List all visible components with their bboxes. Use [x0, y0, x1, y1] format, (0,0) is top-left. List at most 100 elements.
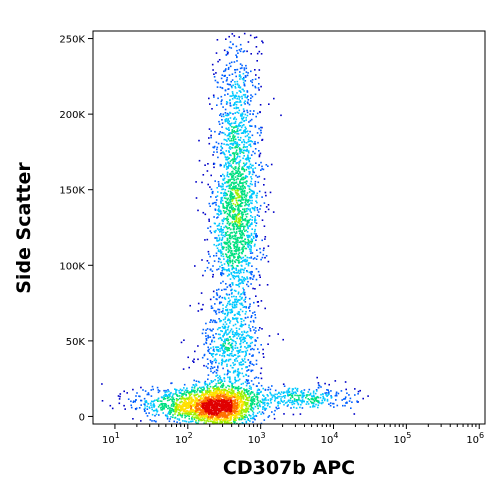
event-point	[230, 308, 233, 311]
event-point	[216, 390, 219, 392]
event-point	[238, 249, 241, 251]
event-point	[209, 336, 212, 338]
event-point	[238, 147, 241, 149]
event-point	[317, 387, 320, 389]
event-point	[234, 103, 236, 105]
event-point	[153, 409, 156, 412]
event-point	[201, 417, 204, 419]
event-point	[217, 392, 219, 395]
event-point	[275, 397, 277, 399]
event-point	[241, 78, 244, 80]
event-point	[197, 411, 199, 413]
event-point	[221, 188, 223, 191]
event-point	[226, 239, 229, 242]
event-point	[240, 191, 242, 193]
event-point	[217, 337, 220, 340]
event-point	[249, 305, 251, 308]
event-point	[232, 411, 234, 413]
event-point	[232, 158, 234, 160]
event-point	[219, 336, 221, 339]
event-point	[230, 61, 233, 64]
event-point	[249, 420, 251, 422]
event-point	[171, 400, 174, 403]
event-point	[225, 226, 228, 228]
event-point	[235, 199, 238, 202]
event-point	[228, 319, 230, 321]
event-point	[222, 183, 224, 186]
event-point	[262, 348, 264, 351]
event-point	[213, 350, 215, 352]
event-point	[227, 119, 229, 121]
event-point	[246, 330, 249, 333]
event-point	[287, 389, 290, 392]
event-point	[223, 218, 225, 221]
event-point	[283, 391, 286, 394]
event-point	[232, 271, 235, 273]
event-point	[219, 391, 221, 394]
event-point	[240, 408, 243, 411]
event-point	[245, 396, 248, 399]
event-point	[233, 405, 236, 407]
event-point	[258, 351, 260, 354]
event-point	[301, 399, 304, 401]
event-point	[224, 416, 226, 419]
event-point	[228, 268, 230, 270]
event-point	[230, 410, 232, 413]
event-point	[222, 396, 224, 398]
event-point	[231, 171, 233, 173]
event-point	[202, 404, 205, 407]
event-point	[220, 234, 223, 236]
event-point	[221, 87, 224, 90]
event-point	[201, 308, 203, 311]
event-point	[150, 400, 153, 403]
event-point	[197, 400, 199, 403]
event-point	[240, 76, 242, 78]
event-point	[246, 91, 249, 93]
event-point	[234, 166, 236, 168]
event-point	[215, 369, 218, 371]
event-point	[231, 288, 233, 291]
event-point	[225, 348, 227, 351]
event-point	[261, 196, 263, 198]
event-point	[231, 187, 234, 190]
event-point	[245, 407, 247, 410]
event-point	[255, 234, 257, 237]
event-point	[228, 402, 231, 404]
event-point	[222, 312, 224, 314]
event-point	[213, 76, 216, 78]
event-point	[258, 154, 261, 156]
event-point	[212, 334, 214, 337]
event-point	[224, 360, 226, 363]
event-point	[244, 146, 247, 148]
event-point	[223, 348, 226, 350]
event-point	[221, 362, 223, 364]
event-point	[235, 118, 238, 121]
event-point	[231, 409, 233, 412]
event-point	[148, 406, 151, 408]
event-point	[164, 393, 166, 396]
event-point	[242, 247, 244, 249]
event-point	[183, 401, 186, 403]
event-point	[205, 322, 207, 325]
event-point	[249, 262, 251, 264]
event-point	[249, 393, 251, 395]
event-point	[207, 384, 209, 387]
event-point	[204, 399, 207, 401]
event-point	[239, 372, 241, 374]
event-point	[190, 400, 192, 402]
event-point	[213, 222, 216, 225]
event-point	[164, 391, 166, 394]
event-point	[253, 171, 255, 174]
event-point	[221, 420, 223, 423]
event-point	[215, 384, 217, 387]
event-point	[192, 399, 194, 402]
event-point	[203, 393, 205, 395]
event-point	[188, 366, 190, 369]
event-point	[203, 354, 206, 357]
event-point	[227, 403, 229, 405]
event-point	[244, 218, 247, 220]
event-point	[190, 408, 192, 410]
event-point	[252, 193, 254, 195]
event-point	[237, 280, 240, 282]
event-point	[172, 410, 174, 412]
